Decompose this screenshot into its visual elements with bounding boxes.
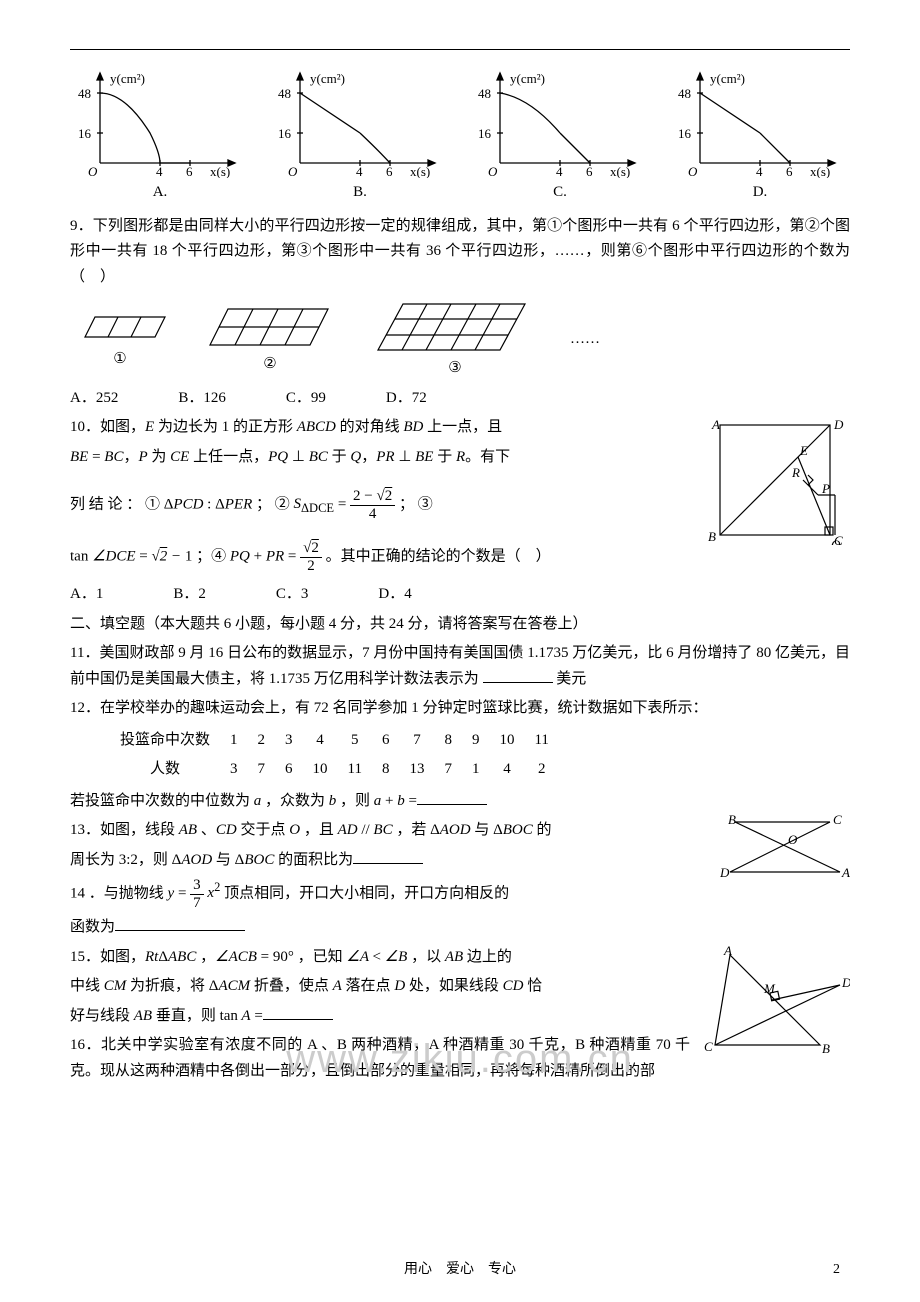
svg-text:x(s): x(s): [810, 164, 830, 178]
q15-blank: [263, 1005, 333, 1020]
q11-blank: [483, 668, 553, 683]
q10-opt-c: C．3: [276, 582, 309, 608]
svg-text:y(cm²): y(cm²): [510, 71, 545, 86]
svg-text:A: A: [841, 865, 850, 880]
q9-fig2: ②: [200, 302, 340, 378]
origin: O: [88, 164, 98, 178]
q12-blank: [417, 790, 487, 805]
svg-text:B: B: [822, 1041, 830, 1055]
svg-text:E: E: [799, 443, 808, 458]
svg-text:D: D: [720, 865, 730, 880]
top-rule: [70, 49, 850, 50]
svg-text:16: 16: [678, 126, 692, 141]
svg-text:M: M: [763, 981, 776, 996]
q12-row-values: 人数 37 610 118 137 14 2: [110, 755, 559, 785]
svg-text:O: O: [288, 164, 298, 178]
svg-text:y(cm²): y(cm²): [710, 71, 745, 86]
ytick-16: 16: [78, 126, 92, 141]
q12-tail: 若投篮命中次数的中位数为 a ，众数为 b ，则 a + b =: [70, 789, 850, 815]
q9-opt-a: A．252: [70, 386, 118, 412]
svg-text:O: O: [488, 164, 498, 178]
q12-table: 投篮命中次数 12 34 56 78 910 11 人数 37 610 118 …: [110, 726, 559, 785]
q13-figure: B C D A O: [720, 812, 850, 882]
svg-text:48: 48: [278, 86, 291, 101]
svg-text:B: B: [708, 529, 716, 544]
svg-text:6: 6: [186, 164, 193, 178]
svg-text:4: 4: [556, 164, 563, 178]
svg-text:D: D: [841, 975, 850, 990]
svg-text:C: C: [833, 812, 842, 827]
q10-options: A．1 B．2 C．3 D．4: [70, 582, 850, 608]
axis-y-label: y(cm²): [110, 71, 145, 86]
q13-blank: [353, 849, 423, 864]
q9-figures: ① ② ③ ……: [70, 298, 850, 382]
q14b: 函数为: [70, 915, 850, 941]
svg-text:4: 4: [356, 164, 363, 178]
footer: 用心 爱心 专心: [0, 1258, 920, 1282]
svg-text:6: 6: [586, 164, 593, 178]
q10-opt-a: A．1: [70, 582, 103, 608]
chart-c-svg: y(cm²) 48 16 O 4 6 x(s): [470, 68, 640, 178]
q15-figure: A C B D M: [700, 945, 850, 1055]
svg-text:4: 4: [756, 164, 763, 178]
chart-d: y(cm²) 48 16 O 4 6 x(s) D.: [670, 68, 850, 206]
svg-text:y(cm²): y(cm²): [310, 71, 345, 86]
chart-c: y(cm²) 48 16 O 4 6 x(s) C.: [470, 68, 650, 206]
q12-row-header: 投篮命中次数 12 34 56 78 910 11: [110, 726, 559, 756]
svg-text:O: O: [688, 164, 698, 178]
svg-text:A: A: [711, 417, 720, 432]
svg-text:Q: Q: [831, 537, 841, 545]
q10-line4: tan ∠DCE = √2 − 1 ；④ PQ + PR = √22 。其中正确…: [70, 540, 850, 574]
chart-d-svg: y(cm²) 48 16 O 4 6 x(s): [670, 68, 840, 178]
svg-text:16: 16: [278, 126, 292, 141]
q9-dots: ……: [570, 327, 600, 353]
svg-text:x(s): x(s): [610, 164, 630, 178]
svg-text:4: 4: [156, 164, 163, 178]
q10-opt-b: B．2: [173, 582, 206, 608]
chart-label-a: A.: [70, 180, 250, 206]
svg-text:D: D: [833, 417, 844, 432]
section2-title: 二、填空题（本大题共 6 小题，每小题 4 分，共 24 分，请将答案写在答卷上…: [70, 612, 850, 638]
ytick-48: 48: [78, 86, 91, 101]
q9-fig1: ①: [70, 307, 170, 373]
q9-fig3: ③: [370, 298, 540, 382]
q9-options: A．252 B．126 C．99 D．72: [70, 386, 850, 412]
q14-blank: [115, 916, 245, 931]
svg-text:x(s): x(s): [410, 164, 430, 178]
q12-text: 12．在学校举办的趣味运动会上，有 72 名同学参加 1 分钟定时篮球比赛，统计…: [70, 696, 850, 722]
svg-text:C: C: [704, 1039, 713, 1054]
chart-a: y(cm²) 48 16 O 4 6 x(s) A.: [70, 68, 250, 206]
svg-text:O: O: [788, 832, 798, 847]
svg-text:48: 48: [478, 86, 491, 101]
svg-text:x(s): x(s): [210, 164, 230, 178]
q9-opt-b: B．126: [178, 386, 226, 412]
svg-text:P: P: [821, 481, 830, 496]
charts-row: y(cm²) 48 16 O 4 6 x(s) A. y(: [70, 68, 850, 206]
chart-b-svg: y(cm²) 48 16 O 4 6 x(s): [270, 68, 440, 178]
q11: 11．美国财政部 9 月 16 日公布的数据显示，7 月份中国持有美国国债 1.…: [70, 641, 850, 692]
chart-label-c: C.: [470, 180, 650, 206]
svg-text:6: 6: [386, 164, 393, 178]
svg-text:48: 48: [678, 86, 691, 101]
page-number: 2: [833, 1258, 840, 1282]
chart-label-b: B.: [270, 180, 450, 206]
svg-text:16: 16: [478, 126, 492, 141]
chart-b: y(cm²) 48 16 O 4 6 x(s) B.: [270, 68, 450, 206]
chart-a-svg: y(cm²) 48 16 O 4 6 x(s): [70, 68, 240, 178]
q9-opt-d: D．72: [386, 386, 427, 412]
q10-opt-d: D．4: [378, 582, 411, 608]
svg-text:B: B: [728, 812, 736, 827]
q10: A D B C E R P Q 10．如图，E 为边长为 1 的正方形 ABCD…: [70, 415, 850, 608]
q14: 14 ．与抛物线 y = 37 x2 顶点相同，开口大小相同，开口方向相反的: [70, 877, 850, 911]
svg-text:A: A: [723, 945, 732, 958]
q9-text: 9．下列图形都是由同样大小的平行四边形按一定的规律组成，其中，第①个图形中一共有…: [70, 214, 850, 291]
svg-text:6: 6: [786, 164, 793, 178]
q9-opt-c: C．99: [286, 386, 326, 412]
svg-text:R: R: [791, 465, 800, 480]
q10-figure: A D B C E R P Q: [700, 415, 850, 545]
chart-label-d: D.: [670, 180, 850, 206]
